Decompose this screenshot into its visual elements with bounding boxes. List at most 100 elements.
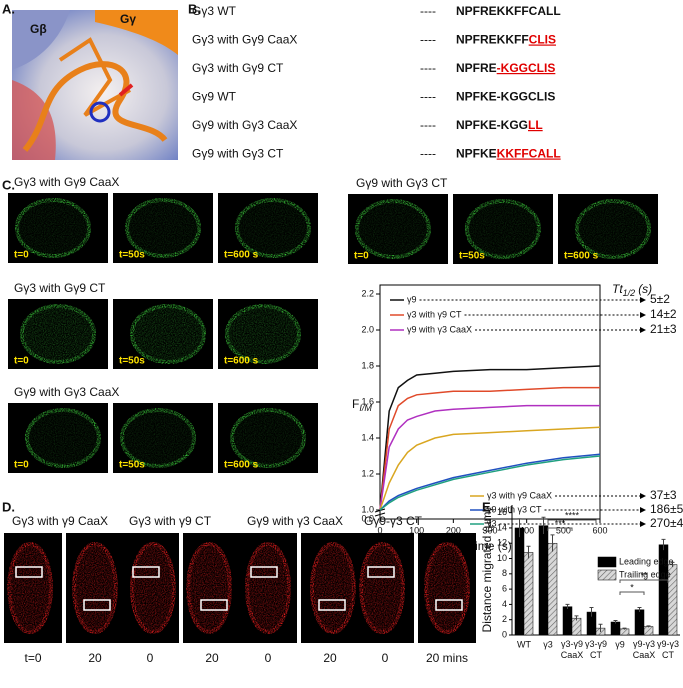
bar (643, 626, 654, 636)
cell (25, 408, 101, 468)
time-label: t=600 s (224, 250, 259, 261)
roi-box (200, 599, 228, 611)
x-axis-label: Time (s) (468, 539, 512, 553)
error-bar (622, 627, 627, 630)
time-label: t=0 (14, 460, 29, 471)
legend-swatch (597, 569, 617, 581)
error-bar (526, 545, 531, 559)
legend-label: Trailing edge (619, 569, 671, 579)
arrow-head (640, 327, 646, 333)
roi-box (15, 566, 43, 578)
cell (15, 198, 91, 258)
x-tick-label: γ9-γ3 CT (657, 639, 679, 660)
time-label: t=50s (119, 356, 145, 367)
legend-label: γ9 with γ3 CaaX (407, 324, 472, 334)
x-tick-label: 600 (592, 525, 607, 535)
bar (562, 606, 573, 636)
cell (575, 199, 651, 259)
cell-membrane (125, 198, 201, 258)
x-tick-label: 200 (446, 525, 461, 535)
halftime-unit: (s) (638, 282, 652, 296)
y-tick-label: 8 (502, 568, 507, 578)
mutated-part: CLIS (529, 33, 556, 47)
cell (20, 304, 96, 364)
x-tick-label: γ3-γ9 CaaX (561, 639, 584, 660)
legend-swatch (597, 556, 617, 568)
time-label: t=0 (14, 356, 29, 367)
sequence-part: NPFREKKFF (456, 33, 529, 47)
construct-name: Gγ9 WT (192, 90, 237, 104)
error-bar (661, 538, 666, 551)
x-tick-label: WT (517, 639, 531, 649)
roi-box (367, 566, 395, 578)
time-label: 20 (323, 651, 337, 665)
dashes: ---- (420, 4, 436, 18)
cell-membrane (20, 304, 96, 364)
y-tick-label: 14 (497, 522, 507, 532)
arrow-head (640, 507, 646, 513)
y-axis-label: FI/M (352, 397, 372, 413)
error-bar (646, 625, 651, 628)
cell-membrane (225, 304, 301, 364)
y-tick-label: 0 (502, 629, 507, 639)
dashes: ---- (420, 118, 436, 132)
time-label: 20 mins (426, 651, 468, 665)
legend-label: γ9 (407, 294, 417, 304)
arrow-head (640, 312, 646, 318)
halftime-title: Tt1/2 (s) (612, 282, 652, 298)
halftime-value: 5±2 (650, 292, 670, 306)
sequence-part: NPFRE (456, 61, 497, 75)
cell (310, 542, 356, 634)
significance-label: *** (555, 518, 566, 528)
cell-membrane (355, 199, 431, 259)
cell-membrane (72, 542, 118, 634)
halftime-value: 37±3 (650, 488, 677, 502)
bar (514, 527, 525, 636)
cell (424, 542, 470, 634)
cell-membrane (130, 304, 206, 364)
y-tick-label: 16 (497, 507, 507, 517)
halftime-main: Tt (612, 282, 623, 296)
error-bar (565, 603, 570, 609)
time-label: t=0 (14, 250, 29, 261)
construct-name: Gγ9 with Gγ3 CT (192, 147, 284, 161)
sequence-part: NPFKE (456, 147, 497, 161)
cell-membrane (235, 198, 311, 258)
panel-label: D. (2, 499, 15, 514)
image-group-title: Gγ3 with γ9 CaaX (12, 514, 108, 528)
cell (120, 408, 196, 468)
y-tick-label: 4 (502, 599, 507, 609)
significance-bracket (619, 591, 645, 595)
structure-image (12, 10, 178, 160)
sequence: NPFREKKFFCLIS (456, 33, 556, 47)
error-bar (574, 615, 579, 621)
x-tick-label: 0 (377, 525, 382, 535)
series-line (379, 426, 601, 511)
bar (547, 542, 558, 636)
cell-membrane (186, 542, 232, 634)
legend-label: γ3 with γ9 CT (407, 309, 462, 319)
error-bar (541, 516, 546, 535)
cell-membrane (15, 198, 91, 258)
y-tick-label: 12 (497, 538, 507, 548)
x-tick-label: 100 (409, 525, 424, 535)
time-label: t=0 (354, 251, 369, 262)
cell-membrane (7, 542, 53, 634)
x-tick-label: 400 (519, 525, 534, 535)
error-bar (589, 606, 594, 617)
legend-label: γ3 (487, 518, 497, 528)
time-label: 0 (265, 651, 272, 665)
cell (230, 408, 306, 468)
bar (619, 628, 630, 636)
error-bar (613, 619, 618, 624)
significance-bracket (619, 579, 669, 583)
error-bar (637, 606, 642, 613)
image-group-title: Gγ3 with Gγ9 CaaX (14, 175, 119, 189)
bar (634, 609, 645, 636)
image-group-title: Gγ9 with Gγ3 CT (356, 176, 448, 190)
bar (610, 621, 621, 636)
roi-box (435, 599, 463, 611)
dashes: ---- (420, 147, 436, 161)
cell (7, 542, 53, 634)
mutated-part: LL (528, 118, 543, 132)
